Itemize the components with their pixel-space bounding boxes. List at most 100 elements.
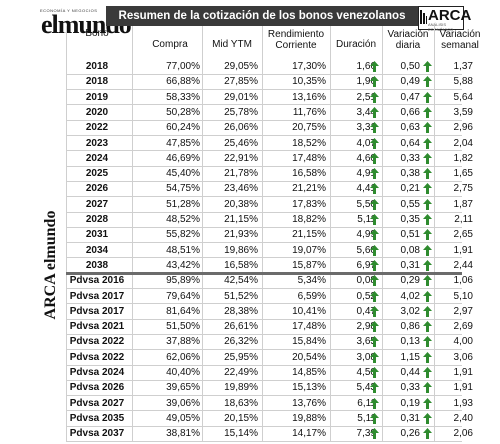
cell-variacion-semanal: 2,75 bbox=[453, 183, 473, 195]
section-divider bbox=[66, 271, 462, 275]
arrow-up-icon bbox=[423, 214, 432, 225]
arrow-up-icon bbox=[423, 198, 432, 210]
cell-compra: 54,75% bbox=[166, 183, 200, 195]
table-title: Resumen de la cotización de los bonos ve… bbox=[106, 6, 418, 26]
arrow-up-icon bbox=[423, 275, 432, 287]
arca-logo-icon bbox=[420, 10, 427, 24]
cell-mid-ytm: 21,78% bbox=[224, 168, 258, 180]
grid-line-horizontal bbox=[66, 104, 462, 106]
cell-mid-ytm: 16,58% bbox=[224, 259, 258, 271]
cell-variacion-diaria: 0,38 bbox=[400, 168, 420, 180]
cell-bono: Pdvsa 2017 bbox=[69, 290, 125, 302]
cell-rendimiento-corriente: 20,54% bbox=[292, 351, 326, 363]
cell-variacion-semanal: 5,10 bbox=[453, 290, 473, 302]
cell-bono: Pdvsa 2037 bbox=[69, 428, 125, 440]
cell-compra: 77,00% bbox=[166, 61, 200, 72]
cell-mid-ytm: 19,86% bbox=[224, 244, 258, 256]
table-row: 2024 46,69% 22,91% 17,48% 4,60 0,33 1,82 bbox=[36, 151, 473, 166]
arrow-up-icon bbox=[370, 351, 379, 363]
arca-logo-text: ARCA bbox=[428, 7, 472, 24]
cell-rendimiento-corriente: 19,88% bbox=[292, 412, 326, 424]
cell-mid-ytm: 26,61% bbox=[224, 321, 258, 333]
cell-rendimiento-corriente: 20,75% bbox=[292, 122, 326, 134]
arrow-up-icon bbox=[423, 290, 432, 302]
table-row: Pdvsa 2022 37,88% 26,32% 15,84% 3,65 0,13 4,00 bbox=[36, 334, 473, 349]
cell-variacion-semanal: 2,44 bbox=[453, 259, 473, 271]
col-header-bono: Bono bbox=[85, 28, 109, 39]
grid-line-horizontal bbox=[66, 150, 462, 152]
cell-variacion-semanal: 5,64 bbox=[453, 91, 473, 103]
cell-bono: Pdvsa 2027 bbox=[69, 397, 125, 409]
cell-duracion: 3,31 bbox=[356, 122, 376, 134]
cell-variacion-diaria: 3,02 bbox=[400, 305, 420, 317]
cell-compra: 58,33% bbox=[166, 91, 200, 103]
cell-variacion-semanal: 1,82 bbox=[453, 152, 473, 164]
arrow-up-icon bbox=[423, 106, 432, 118]
cell-bono: 2023 bbox=[85, 137, 109, 149]
cell-bono: Pdvsa 2021 bbox=[69, 321, 125, 333]
cell-bono: Pdvsa 2022 bbox=[69, 336, 125, 348]
cell-duracion: 0,52 bbox=[356, 290, 376, 302]
grid-line-horizontal bbox=[66, 119, 462, 121]
cell-variacion-diaria: 0,63 bbox=[400, 122, 420, 134]
cell-duracion: 3,65 bbox=[356, 336, 376, 348]
cell-mid-ytm: 25,78% bbox=[224, 106, 258, 118]
cell-duracion: 4,99 bbox=[356, 229, 376, 241]
cell-compra: 81,64% bbox=[166, 305, 200, 317]
cell-bono: 2028 bbox=[85, 214, 109, 225]
arca-logo: ARCA ANÁLISIS ECONÓMICO bbox=[418, 6, 471, 32]
table-row: 2025 45,40% 21,78% 16,58% 4,91 0,38 1,65 bbox=[36, 166, 473, 181]
cell-duracion: 1,66 bbox=[356, 61, 376, 72]
cell-rendimiento-corriente: 18,52% bbox=[292, 137, 326, 149]
cell-rendimiento-corriente: 14,17% bbox=[292, 428, 326, 440]
cell-rendimiento-corriente: 17,83% bbox=[292, 198, 326, 210]
cell-rendimiento-corriente: 5,34% bbox=[297, 275, 326, 287]
cell-compra: 46,69% bbox=[166, 152, 200, 164]
cell-variacion-diaria: 0,44 bbox=[400, 367, 420, 378]
cell-duracion: 2,98 bbox=[356, 321, 376, 333]
grid-line-horizontal bbox=[66, 303, 462, 305]
cell-variacion-semanal: 2,11 bbox=[454, 214, 473, 225]
table-row: 2027 51,28% 20,38% 17,83% 5,50 0,55 1,87 bbox=[36, 197, 473, 212]
arrow-up-icon bbox=[370, 122, 379, 134]
cell-variacion-semanal: 1,93 bbox=[453, 397, 473, 409]
cell-variacion-diaria: 0,13 bbox=[400, 336, 420, 348]
cell-duracion: 5,60 bbox=[356, 244, 376, 256]
arrow-up-icon bbox=[370, 183, 379, 195]
cell-duracion: 5,43 bbox=[356, 382, 376, 394]
table-row: Pdvsa 2021 51,50% 26,61% 17,48% 2,98 0,86 2,69 bbox=[36, 319, 473, 334]
cell-compra: 39,06% bbox=[166, 397, 200, 409]
grid-line-horizontal bbox=[66, 349, 462, 351]
cell-bono: 2031 bbox=[85, 229, 109, 241]
cell-mid-ytm: 28,38% bbox=[224, 305, 258, 317]
table-row: Pdvsa 2035 49,05% 20,15% 19,88% 5,11 0,31 2,40 bbox=[36, 411, 473, 426]
cell-variacion-diaria: 0,31 bbox=[400, 259, 420, 271]
cell-variacion-semanal: 4,00 bbox=[453, 336, 473, 348]
cell-compra: 55,82% bbox=[166, 229, 200, 241]
grid-line-vertical bbox=[66, 26, 67, 442]
cell-compra: 62,06% bbox=[166, 351, 200, 363]
cell-rendimiento-corriente: 15,84% bbox=[292, 336, 326, 348]
cell-compra: 48,52% bbox=[166, 214, 200, 225]
cell-compra: 51,50% bbox=[166, 321, 200, 333]
grid-line-horizontal bbox=[66, 73, 462, 75]
col-header-duracion: Duración bbox=[335, 39, 377, 50]
cell-mid-ytm: 23,46% bbox=[224, 183, 258, 195]
arrow-up-icon bbox=[423, 137, 432, 149]
cell-bono: Pdvsa 2022 bbox=[69, 351, 125, 363]
cell-variacion-diaria: 0,64 bbox=[400, 137, 420, 149]
arrow-up-icon bbox=[423, 183, 432, 195]
table-row: Pdvsa 2037 38,81% 15,14% 14,17% 7,39 0,26 2,06 bbox=[36, 426, 473, 441]
grid-line-horizontal bbox=[66, 135, 462, 136]
cell-variacion-semanal: 2,96 bbox=[453, 122, 473, 134]
arrow-up-icon bbox=[423, 229, 432, 241]
table-row: Pdvsa 2022 62,06% 25,95% 20,54% 3,08 1,15 3,06 bbox=[36, 350, 473, 365]
arrow-up-icon bbox=[370, 244, 379, 256]
cell-mid-ytm: 29,01% bbox=[224, 91, 258, 103]
table-row: 2018 77,00% 29,05% 17,30% 1,66 0,50 1,37 bbox=[36, 59, 473, 74]
grid-line-horizontal bbox=[66, 165, 462, 167]
grid-line-vertical bbox=[132, 26, 133, 442]
cell-variacion-diaria: 0,08 bbox=[400, 244, 420, 256]
cell-variacion-diaria: 0,29 bbox=[400, 275, 420, 287]
arrow-up-icon bbox=[423, 122, 432, 134]
